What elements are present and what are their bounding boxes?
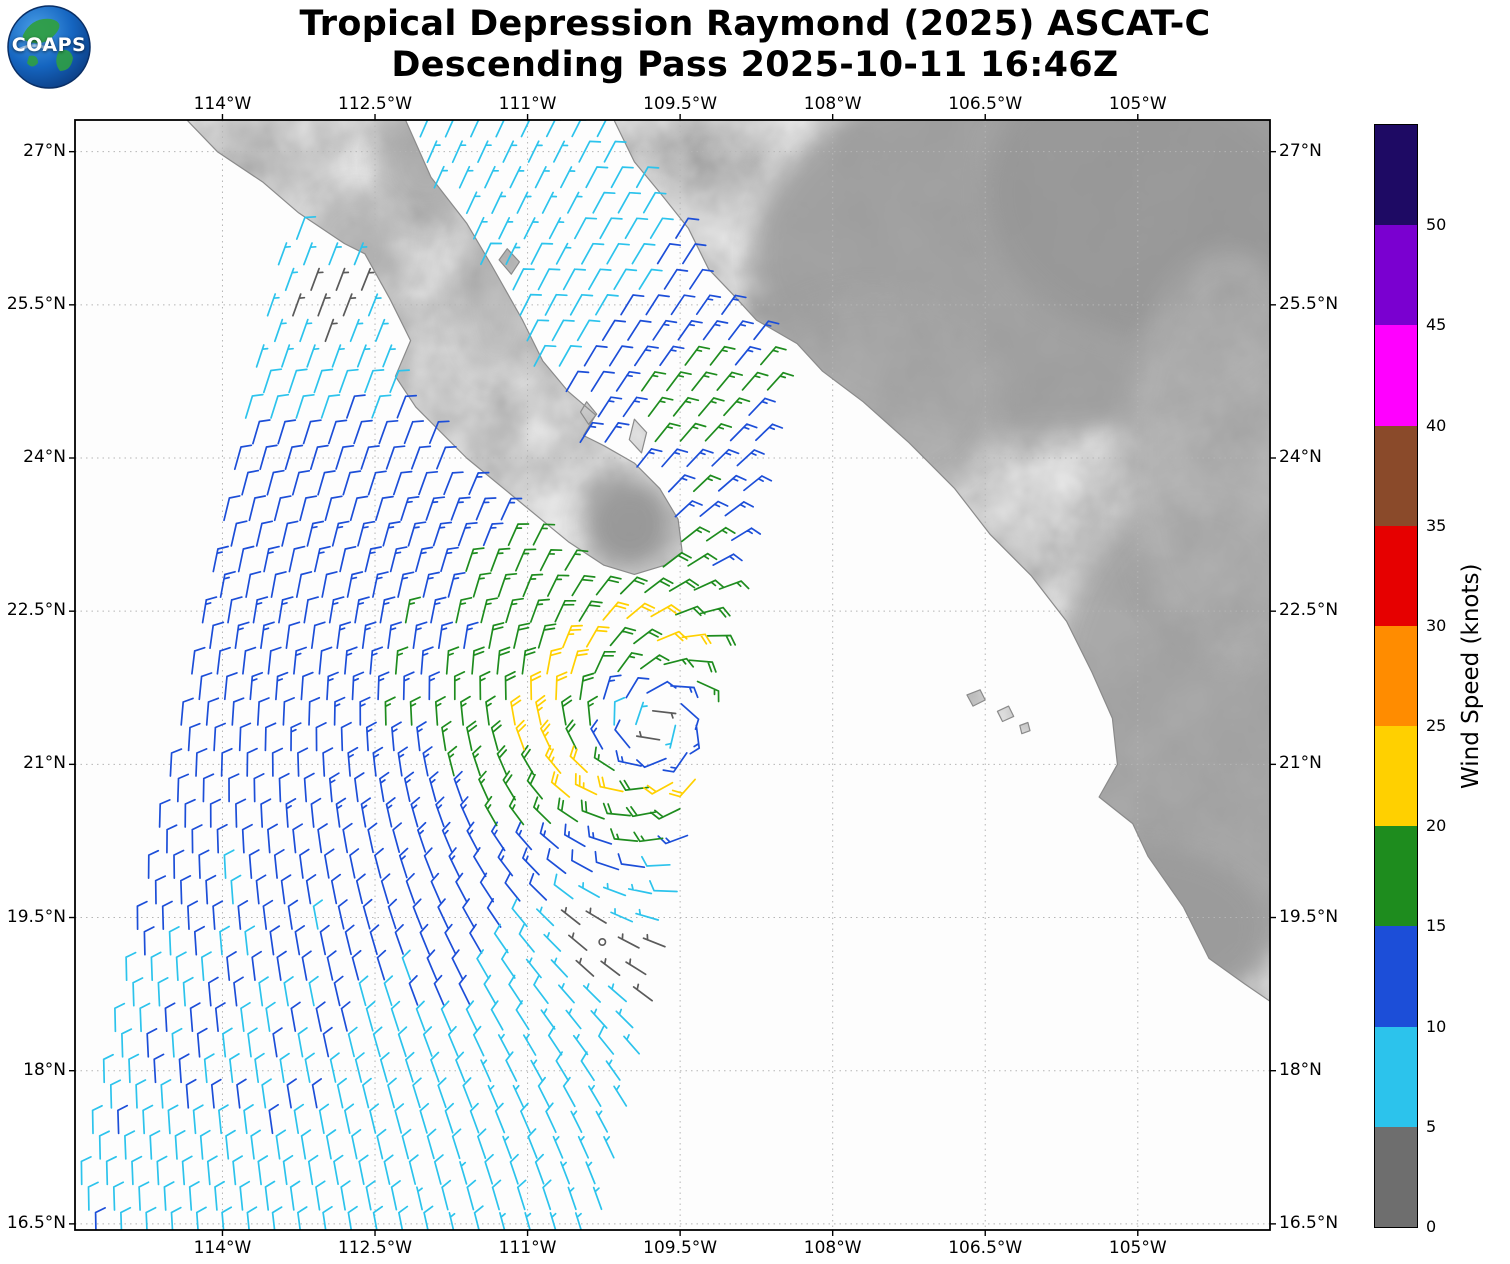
lat-tick-label-right: 16.5°N xyxy=(1279,1212,1339,1233)
colorbar-bin-35-40 xyxy=(1375,425,1417,526)
lon-tick-label-bottom: 109.5°W xyxy=(643,1238,718,1258)
coaps-globe-icon xyxy=(7,5,91,89)
chart-title: Tropical Depression Raymond (2025) ASCAT… xyxy=(0,4,1510,86)
lon-tick-label-bottom: 108°W xyxy=(803,1238,862,1258)
coastline-isla-carmen xyxy=(498,248,520,275)
colorbar-bin-20-25 xyxy=(1375,725,1417,827)
lat-tick-label-right: 22.5°N xyxy=(1279,600,1339,621)
lon-tick-label-bottom: 111°W xyxy=(498,1238,557,1258)
lon-tick-label-top: 114°W xyxy=(193,94,252,114)
coastline-mainland-mexico xyxy=(613,120,1270,1002)
lon-tick-label-top: 112.5°W xyxy=(338,94,413,114)
lon-tick-label-top: 106.5°W xyxy=(948,94,1023,114)
map-layers xyxy=(75,120,1270,1230)
lon-tick-label-bottom: 105°W xyxy=(1108,1238,1167,1258)
coastline-isla-cerralvo xyxy=(628,418,648,454)
colorbar-tick-label: 30 xyxy=(1426,615,1447,635)
gridlines xyxy=(75,120,1270,1230)
colorbar xyxy=(1375,124,1417,1227)
coaps-logo-text: COAPS xyxy=(11,34,87,56)
lon-tick-label-top: 111°W xyxy=(498,94,557,114)
lat-tick-label-left: 25.5°N xyxy=(6,293,66,314)
lon-tick-label-top: 105°W xyxy=(1108,94,1167,114)
lat-tick-label-right: 25.5°N xyxy=(1279,293,1339,314)
lon-tick-label-bottom: 114°W xyxy=(193,1238,252,1258)
colorbar-tick-label: 40 xyxy=(1426,415,1447,435)
colorbar-tick-label: 15 xyxy=(1426,916,1447,936)
colorbar-tick-label: 25 xyxy=(1426,716,1447,736)
colorbar-bin-30-35 xyxy=(1375,525,1417,626)
colorbar-tick-label: 0 xyxy=(1426,1217,1437,1236)
coastline-isla-maria-cleofas xyxy=(1019,721,1031,735)
wind-barbs xyxy=(80,120,795,1230)
colorbar-bin-50-55 xyxy=(1375,124,1417,226)
lat-tick-label-left: 27°N xyxy=(23,140,66,161)
lat-tick-label-right: 24°N xyxy=(1279,447,1322,467)
colorbar-tick-label: 50 xyxy=(1426,215,1447,235)
lat-tick-label-right: 19.5°N xyxy=(1279,906,1339,927)
lat-tick-label-right: 18°N xyxy=(1279,1059,1322,1080)
colorbar-tick-label: 5 xyxy=(1426,1116,1437,1136)
lon-tick-label-bottom: 106.5°W xyxy=(948,1238,1023,1258)
axis-ticks xyxy=(69,114,1276,1236)
colorbar-bin-40-45 xyxy=(1375,324,1417,426)
colorbar-tick-label: 45 xyxy=(1426,315,1447,335)
coastline-isla-espiritu-santo xyxy=(579,401,598,425)
lat-tick-label-left: 24°N xyxy=(23,447,66,467)
colorbar-bin-25-30 xyxy=(1375,625,1417,727)
lon-tick-label-top: 109.5°W xyxy=(643,94,718,114)
lat-tick-label-left: 19.5°N xyxy=(6,906,66,927)
coastline-baja-california-peninsula xyxy=(186,120,683,575)
colorbar-label: Wind Speed (knots) xyxy=(1458,563,1484,789)
lon-tick-label-bottom: 112.5°W xyxy=(338,1238,413,1258)
lat-tick-label-left: 22.5°N xyxy=(6,600,66,621)
colorbar-tick-label: 35 xyxy=(1426,515,1447,535)
coastline-isla-maria-magdalena xyxy=(996,705,1015,723)
colorbar-tick-label: 10 xyxy=(1426,1016,1447,1036)
colorbar-bin-0-5 xyxy=(1375,1126,1417,1227)
map-canvas xyxy=(69,114,1276,1236)
lat-tick-label-left: 16.5°N xyxy=(6,1212,66,1233)
chart-title-line1: Tropical Depression Raymond (2025) ASCAT… xyxy=(299,4,1211,44)
colorbar-tick-label: 20 xyxy=(1426,816,1447,836)
coaps-logo: COAPS xyxy=(6,4,92,90)
lat-tick-label-right: 21°N xyxy=(1279,753,1322,774)
lat-tick-label-right: 27°N xyxy=(1279,140,1322,161)
colorbar-bin-10-15 xyxy=(1375,925,1417,1027)
lon-tick-label-top: 108°W xyxy=(803,94,862,114)
coastline-isla-maria-madre xyxy=(966,689,986,707)
lat-tick-label-left: 18°N xyxy=(23,1059,66,1080)
map-frame xyxy=(74,119,1271,1231)
colorbar-bin-45-50 xyxy=(1375,224,1417,326)
chart-title-line2: Descending Pass 2025-10-11 16:46Z xyxy=(391,44,1119,85)
lat-tick-label-left: 21°N xyxy=(23,753,66,774)
colorbar-bin-5-10 xyxy=(1375,1026,1417,1127)
colorbar-bin-15-20 xyxy=(1375,825,1417,927)
